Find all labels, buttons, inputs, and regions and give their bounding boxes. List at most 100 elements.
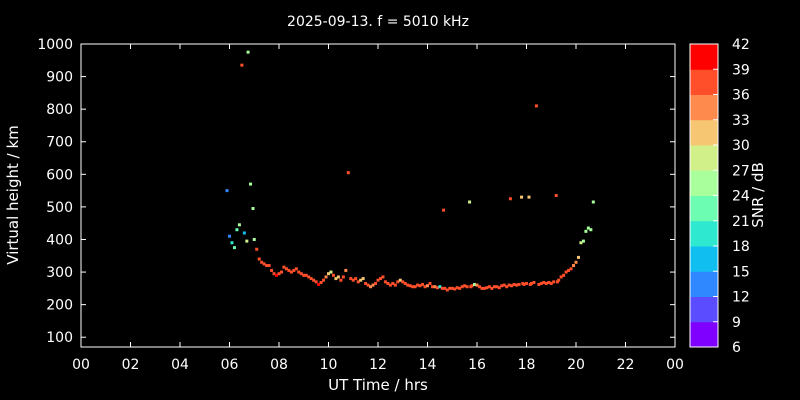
scatter-point bbox=[329, 270, 333, 274]
colorbar-ticks: 6 9 12 15 18 21 24 27 30 33 36 39 42 bbox=[713, 37, 750, 356]
x-tick-label: 00 bbox=[666, 357, 684, 373]
scatter-point bbox=[438, 285, 442, 289]
scatter-point bbox=[334, 277, 338, 281]
scatter-point bbox=[426, 284, 429, 288]
scatter-point bbox=[562, 273, 566, 277]
scatter-point bbox=[403, 281, 407, 285]
scatter-point bbox=[275, 273, 279, 277]
scatter-point bbox=[289, 270, 293, 274]
scatter-point bbox=[482, 286, 486, 290]
chart-title: 2025-09-13. f = 5010 kHz bbox=[287, 14, 469, 30]
scatter-point bbox=[346, 171, 350, 175]
scatter-point bbox=[485, 286, 489, 290]
scatter-point bbox=[468, 200, 472, 204]
y-tick-label: 100 bbox=[46, 330, 73, 346]
scatter-point bbox=[381, 275, 385, 279]
y-tick-label: 400 bbox=[46, 232, 73, 248]
scatter-point bbox=[470, 284, 474, 288]
scatter-point bbox=[549, 281, 553, 285]
y-tick-label: 800 bbox=[46, 102, 73, 118]
scatter-point bbox=[331, 273, 335, 277]
scatter-point bbox=[324, 275, 328, 279]
scatter-point bbox=[408, 284, 412, 288]
scatter-point bbox=[251, 207, 255, 211]
scatter-point bbox=[586, 226, 590, 230]
scatter-point bbox=[366, 283, 370, 287]
scatter-point bbox=[351, 278, 355, 282]
scatter-point bbox=[344, 268, 348, 272]
scatter-point bbox=[297, 270, 301, 274]
x-tick-label: 14 bbox=[419, 357, 437, 373]
colorbar-tick-label: 21 bbox=[732, 214, 750, 230]
scatter-point bbox=[512, 282, 516, 286]
colorbar-tick-label: 15 bbox=[732, 264, 750, 280]
colorbar-tick-label: 42 bbox=[732, 37, 750, 53]
scatter-point bbox=[463, 284, 467, 288]
colorbar-tick-label: 9 bbox=[732, 315, 741, 331]
colorbar-tick-label: 24 bbox=[732, 189, 750, 205]
x-tick-label: 20 bbox=[567, 357, 585, 373]
scatter-point bbox=[520, 195, 524, 199]
scatter-point bbox=[529, 281, 533, 285]
scatter-point bbox=[428, 281, 432, 285]
colorbar-tick-label: 12 bbox=[732, 290, 750, 306]
scatter-point bbox=[349, 277, 353, 281]
scatter-point bbox=[564, 270, 568, 274]
colorbar-tick-label: 30 bbox=[732, 138, 750, 154]
scatter-point bbox=[423, 285, 427, 289]
scatter-point bbox=[443, 286, 447, 290]
scatter-point bbox=[418, 284, 422, 288]
scatter-point bbox=[304, 273, 308, 277]
scatter-point bbox=[576, 255, 580, 259]
scatter-point bbox=[547, 280, 551, 284]
scatter-point bbox=[411, 285, 415, 289]
y-tick-label: 700 bbox=[46, 135, 73, 151]
scatter-point bbox=[339, 278, 343, 282]
scatter-point bbox=[294, 267, 298, 271]
scatter-point bbox=[433, 285, 437, 289]
scatter-point bbox=[327, 272, 330, 276]
scatter-point bbox=[245, 239, 249, 243]
scatter-point bbox=[282, 265, 286, 269]
scatter-point bbox=[537, 282, 541, 286]
scatter-point bbox=[554, 194, 558, 197]
scatter-point bbox=[270, 268, 274, 272]
colorbar-band bbox=[690, 220, 718, 247]
scatter-point bbox=[527, 195, 531, 199]
scatter-point bbox=[517, 282, 521, 286]
scatter-point bbox=[492, 285, 496, 289]
scatter-point bbox=[279, 270, 283, 274]
scatter-point bbox=[398, 278, 402, 282]
scatter-point bbox=[515, 283, 519, 287]
scatter-point bbox=[450, 286, 454, 290]
scatter-point bbox=[508, 197, 512, 201]
scatter-point bbox=[277, 272, 281, 276]
scatter-point bbox=[453, 287, 457, 291]
scatter-point bbox=[240, 63, 244, 67]
scatter-point bbox=[539, 281, 543, 285]
scatter-point bbox=[235, 228, 239, 232]
scatter-point bbox=[354, 277, 358, 281]
colorbar-band bbox=[690, 195, 718, 222]
scatter-point bbox=[242, 231, 246, 235]
scatter-point bbox=[557, 278, 561, 282]
colorbar-band bbox=[690, 170, 718, 196]
colorbar-tick-label: 36 bbox=[732, 88, 750, 104]
scatter-point bbox=[406, 283, 410, 287]
scatter-point bbox=[237, 223, 241, 227]
plot-area: 00 02 04 06 08 10 12 14 16 18 20 22 00 100 200 300 400 5… bbox=[37, 37, 684, 373]
scatter-point bbox=[473, 282, 477, 286]
scatter-point bbox=[361, 277, 365, 281]
scatter-point bbox=[525, 281, 528, 285]
scatter-point bbox=[567, 268, 571, 272]
scatter-point bbox=[555, 280, 559, 284]
x-tick-label: 08 bbox=[270, 357, 288, 373]
scatter-point bbox=[376, 278, 380, 282]
scatter-point bbox=[322, 278, 326, 282]
scatter-point bbox=[356, 280, 360, 284]
scatter-point bbox=[391, 281, 395, 285]
colorbar-bands bbox=[690, 44, 718, 348]
scatter-point bbox=[396, 280, 400, 284]
